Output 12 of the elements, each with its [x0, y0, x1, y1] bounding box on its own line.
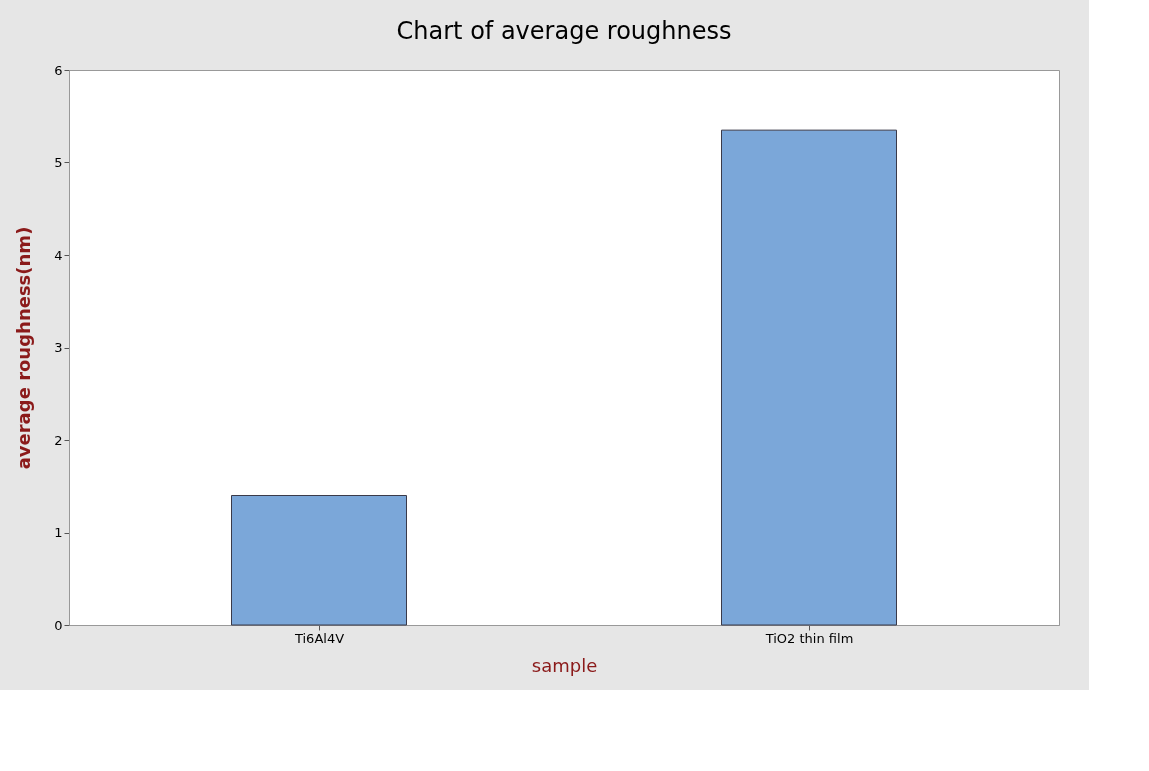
chart-title: Chart of average roughness	[396, 17, 732, 45]
y-tick-label: 3	[54, 340, 63, 355]
y-tick-label: 0	[54, 617, 63, 633]
x-tick-label: TiO2 thin film	[764, 630, 854, 646]
x-axis-title: sample	[531, 654, 598, 676]
y-tick-label: 4	[54, 247, 63, 263]
y-axis-title: average roughness(nm)	[13, 226, 35, 470]
y-tick-label: 5	[54, 155, 63, 170]
y-tick-label: 2	[54, 432, 63, 448]
x-tick-label: Ti6Al4V	[293, 630, 345, 646]
y-tick-label: 1	[54, 525, 63, 540]
y-tick-label: 6	[54, 62, 63, 78]
